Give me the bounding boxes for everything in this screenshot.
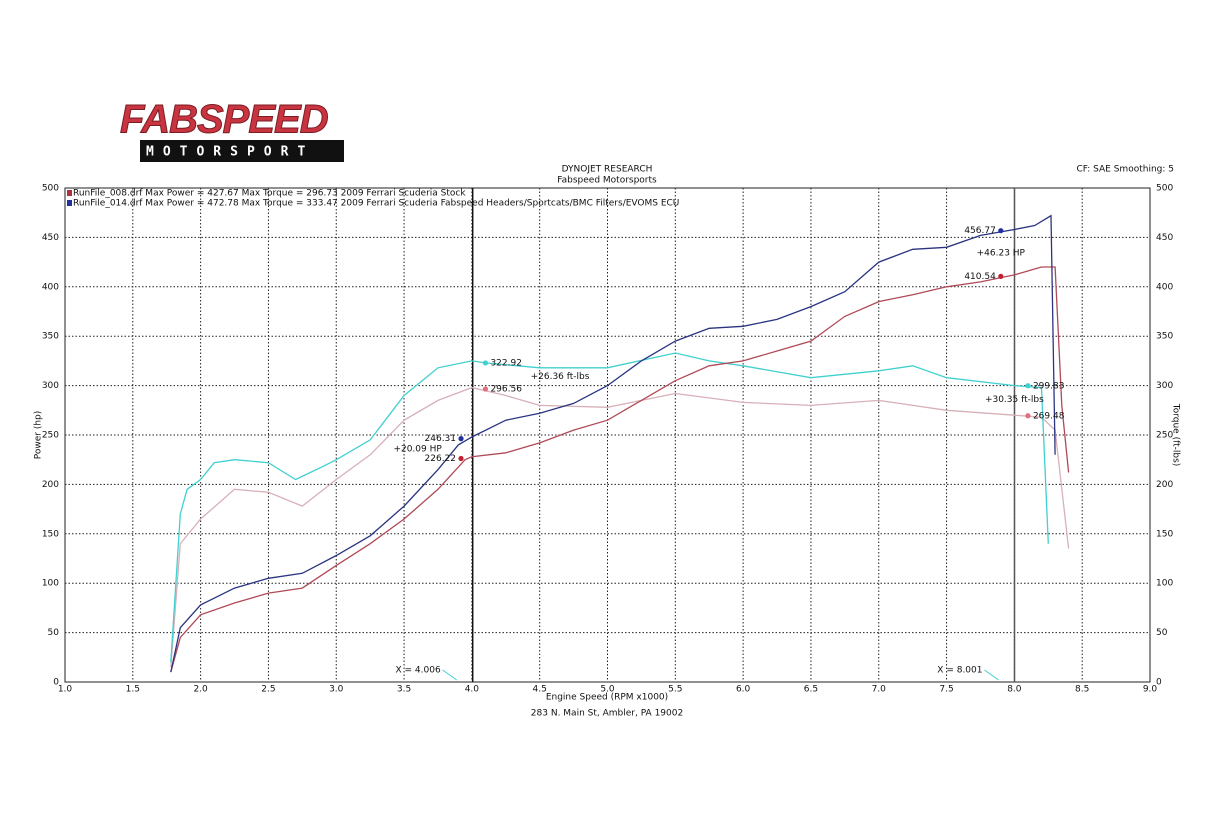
y-tick-label: 200 xyxy=(42,480,59,490)
point-label: 269.48 xyxy=(1033,411,1065,421)
point-label: 410.54 xyxy=(964,272,996,282)
cursor-label: X = 8.001 xyxy=(937,666,982,676)
y-tick-label: 350 xyxy=(42,332,59,342)
series-line xyxy=(170,352,1049,663)
point-marker xyxy=(482,360,489,366)
y-tick-label: 100 xyxy=(42,579,59,589)
legend-swatch xyxy=(67,200,72,206)
y2-tick-label: 400 xyxy=(1156,282,1173,292)
x-tick-label: 4.5 xyxy=(533,685,547,695)
y-tick-label: 500 xyxy=(42,184,59,194)
y-tick-label: 50 xyxy=(48,628,60,638)
x-tick-label: 8.5 xyxy=(1075,685,1089,695)
y-axis-label: Power (hp) xyxy=(34,411,44,460)
y2-tick-label: 350 xyxy=(1156,332,1173,342)
point-label: 322.92 xyxy=(490,358,522,368)
y2-tick-label: 150 xyxy=(1156,529,1173,539)
y2-tick-label: 450 xyxy=(1156,233,1173,243)
logo-band xyxy=(140,140,344,162)
legend-entry: RunFile_008.drf Max Power = 427.67 Max T… xyxy=(73,189,466,199)
point-label: 456.77 xyxy=(964,226,996,236)
y-tick-label: 400 xyxy=(42,282,59,292)
x-tick-label: 8.0 xyxy=(1007,685,1022,695)
settings-note: CF: SAE Smoothing: 5 xyxy=(1076,165,1174,175)
x-tick-label: 2.5 xyxy=(261,685,275,695)
x-tick-label: 1.0 xyxy=(58,685,73,695)
y-tick-label: 0 xyxy=(53,678,59,688)
x-tick-label: 9.0 xyxy=(1143,685,1158,695)
point-label: 226.22 xyxy=(425,454,457,464)
chart-title: DYNOJET RESEARCH xyxy=(562,165,653,175)
x-tick-label: 7.5 xyxy=(939,685,953,695)
cursor-label: X = 4.006 xyxy=(395,666,440,676)
x-tick-label: 2.0 xyxy=(193,685,208,695)
x-tick-label: 7.0 xyxy=(872,685,887,695)
y-tick-label: 150 xyxy=(42,529,59,539)
y2-axis-label: Torque (ft-lbs) xyxy=(1171,403,1181,467)
y2-tick-label: 50 xyxy=(1156,628,1168,638)
delta-label: +30.35 ft-lbs xyxy=(985,395,1044,405)
x-tick-label: 3.0 xyxy=(329,685,344,695)
logo-subtitle: MOTORSPORT xyxy=(146,145,314,160)
y-tick-label: 250 xyxy=(42,431,59,441)
delta-label: +26.36 ft-lbs xyxy=(531,372,590,382)
y-tick-label: 300 xyxy=(42,381,59,391)
cursor-pointer xyxy=(442,669,457,681)
point-marker xyxy=(998,273,1004,279)
chart-subtitle: Fabspeed Motorsports xyxy=(557,176,657,186)
y2-tick-label: 200 xyxy=(1156,480,1173,490)
x-tick-label: 6.0 xyxy=(736,685,751,695)
x-tick-label: 4.0 xyxy=(465,685,480,695)
point-marker xyxy=(1025,413,1031,419)
point-marker xyxy=(458,436,464,442)
point-marker xyxy=(482,386,489,392)
point-label: 299.83 xyxy=(1033,381,1065,391)
y2-tick-label: 0 xyxy=(1156,678,1162,688)
x-tick-label: 5.5 xyxy=(668,685,682,695)
series-line xyxy=(170,386,1070,668)
x-axis-label: Engine Speed (RPM x1000) xyxy=(546,693,668,703)
cursor-pointer xyxy=(984,669,999,681)
y2-tick-label: 250 xyxy=(1156,431,1173,441)
point-marker xyxy=(458,455,464,462)
y-tick-label: 450 xyxy=(42,233,59,243)
series-line xyxy=(170,266,1070,673)
delta-label: +20.09 HP xyxy=(393,444,442,454)
y2-tick-label: 300 xyxy=(1156,381,1173,391)
point-marker xyxy=(1025,383,1031,389)
footer: 283 N. Main St, Ambler, PA 19002 xyxy=(531,709,683,719)
x-tick-label: 6.5 xyxy=(804,685,818,695)
x-tick-label: 1.5 xyxy=(126,685,140,695)
y2-tick-label: 500 xyxy=(1156,184,1173,194)
point-marker xyxy=(998,228,1004,234)
x-tick-label: 5.0 xyxy=(600,685,615,695)
point-label: 296.56 xyxy=(490,384,522,394)
legend-entry: RunFile_014.drf Max Power = 472.78 Max T… xyxy=(73,199,679,209)
series-line xyxy=(170,214,1056,673)
legend-swatch xyxy=(67,190,72,196)
delta-label: +46.23 HP xyxy=(977,249,1026,259)
x-tick-label: 3.5 xyxy=(397,685,411,695)
logo-title: FABSPEED xyxy=(120,98,328,142)
point-label: 246.31 xyxy=(425,434,457,444)
y2-tick-label: 100 xyxy=(1156,579,1173,589)
